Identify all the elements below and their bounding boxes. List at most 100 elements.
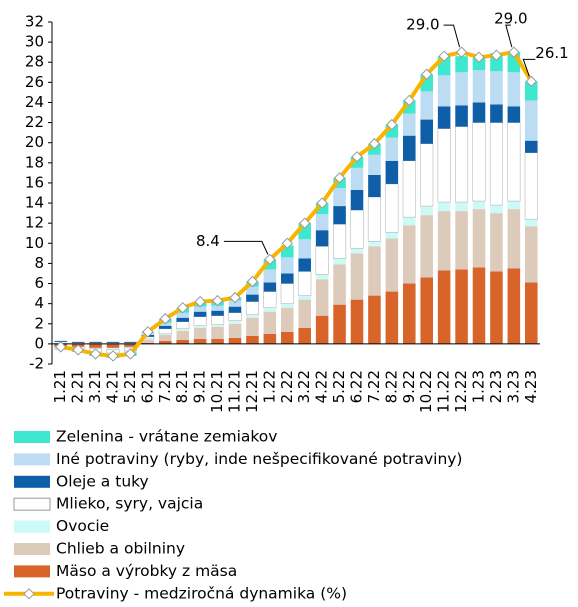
line-marker bbox=[142, 326, 154, 338]
bar-segment bbox=[385, 291, 399, 344]
x-tick-label: 10.21 bbox=[208, 370, 226, 413]
y-tick-label: 0 bbox=[34, 334, 44, 352]
bar-segment bbox=[350, 248, 364, 254]
bar-segment bbox=[420, 215, 433, 278]
bar-segment bbox=[437, 211, 451, 271]
x-tick-label: 12.21 bbox=[243, 370, 261, 413]
bar-segment bbox=[89, 341, 102, 343]
bar-segment bbox=[472, 201, 486, 210]
line-marker bbox=[246, 275, 259, 288]
bar-segment bbox=[176, 330, 189, 340]
x-tick-label: 2.21 bbox=[69, 370, 87, 403]
x-tick-label: 3.22 bbox=[295, 370, 313, 403]
line-marker bbox=[438, 50, 450, 62]
bar-segment bbox=[472, 267, 486, 344]
line-marker bbox=[455, 46, 468, 58]
bar-segment bbox=[490, 104, 503, 123]
bar-segment bbox=[490, 205, 503, 214]
y-tick-label: 14 bbox=[25, 194, 44, 212]
legend-swatch bbox=[14, 565, 50, 578]
x-tick-label: 3.23 bbox=[504, 370, 522, 403]
legend-label: Iné potraviny (ryby, inde nešpecifikovan… bbox=[56, 450, 462, 468]
bar-segment bbox=[472, 57, 486, 71]
bar-segment bbox=[507, 72, 521, 107]
data-label: 29.0 bbox=[406, 16, 439, 34]
bar-segment bbox=[437, 106, 451, 129]
bar-segment bbox=[106, 341, 120, 343]
x-tick-label: 5.21 bbox=[121, 370, 139, 403]
bar-segment bbox=[193, 338, 207, 344]
bar-segment bbox=[315, 230, 329, 247]
bar-segment bbox=[211, 315, 225, 326]
legend-swatch bbox=[14, 475, 50, 488]
y-tick-label: 10 bbox=[25, 234, 44, 252]
x-tick-label: 1.22 bbox=[260, 370, 278, 403]
x-tick-label: 5.22 bbox=[330, 370, 348, 403]
line-marker bbox=[473, 51, 485, 63]
data-label: 26.1 bbox=[535, 44, 568, 62]
bar-segment bbox=[350, 299, 364, 344]
bar-segment bbox=[124, 342, 137, 344]
bar-segment bbox=[71, 342, 85, 344]
bar-segment bbox=[490, 213, 503, 272]
bar-segment bbox=[525, 140, 538, 153]
bar-segment bbox=[403, 225, 416, 284]
bar-segment bbox=[455, 211, 468, 270]
bar-segment bbox=[315, 315, 329, 344]
x-tick-label: 9.22 bbox=[400, 370, 418, 403]
x-tick-label: 6.21 bbox=[138, 370, 156, 403]
bar-segment bbox=[263, 282, 277, 292]
bar-segment bbox=[472, 209, 486, 268]
bar-segment bbox=[211, 338, 224, 344]
bar-segment bbox=[141, 339, 155, 343]
bar-segment bbox=[193, 306, 207, 312]
bar-segment bbox=[228, 306, 242, 313]
y-tick-label: 12 bbox=[25, 214, 44, 232]
bar-segment bbox=[490, 271, 503, 344]
bar-segment bbox=[455, 72, 468, 106]
bar-segment bbox=[333, 264, 346, 305]
x-tick-label: 3.21 bbox=[86, 370, 104, 403]
line-marker bbox=[211, 294, 224, 307]
line-marker bbox=[124, 348, 137, 360]
line-marker bbox=[525, 75, 537, 88]
x-tick-label: 2.22 bbox=[278, 370, 296, 403]
bar-segment bbox=[245, 301, 259, 315]
bar-segment bbox=[141, 342, 155, 344]
bar-segment bbox=[472, 70, 486, 103]
bar-segment bbox=[333, 304, 346, 344]
line-marker bbox=[333, 172, 346, 184]
leader-line bbox=[505, 24, 513, 48]
x-tick-label: 8.22 bbox=[382, 370, 400, 403]
bar-segment bbox=[403, 113, 416, 136]
line-marker bbox=[194, 295, 206, 308]
x-tick-label: 7.21 bbox=[156, 370, 174, 403]
line-marker bbox=[177, 301, 189, 314]
legend-swatch bbox=[14, 453, 50, 466]
bar-segment bbox=[385, 160, 399, 184]
line bbox=[60, 49, 534, 358]
bar-segment bbox=[420, 119, 433, 144]
bar-segment bbox=[298, 327, 311, 344]
bar-segment bbox=[507, 106, 521, 123]
bar-segment bbox=[315, 246, 329, 275]
bar-segment bbox=[246, 317, 259, 336]
y-tick-label: 6 bbox=[34, 274, 44, 292]
bar-segment bbox=[525, 219, 538, 227]
bar-segment bbox=[263, 291, 277, 308]
bar-segment bbox=[368, 154, 381, 175]
legend-swatch bbox=[13, 497, 51, 511]
line-marker bbox=[299, 217, 311, 229]
x-tick-label: 4.22 bbox=[313, 370, 331, 403]
bar-segment bbox=[89, 342, 102, 344]
bar-segment bbox=[176, 321, 190, 330]
bar-segment bbox=[159, 334, 172, 341]
y-tick-label: 2 bbox=[34, 314, 44, 332]
bar-segment bbox=[263, 269, 277, 283]
x-tick-label: 8.21 bbox=[173, 370, 191, 403]
bar-segment bbox=[420, 277, 433, 344]
bar-segment bbox=[420, 143, 434, 207]
bar-segment bbox=[455, 126, 469, 203]
bar-segment bbox=[403, 217, 416, 226]
